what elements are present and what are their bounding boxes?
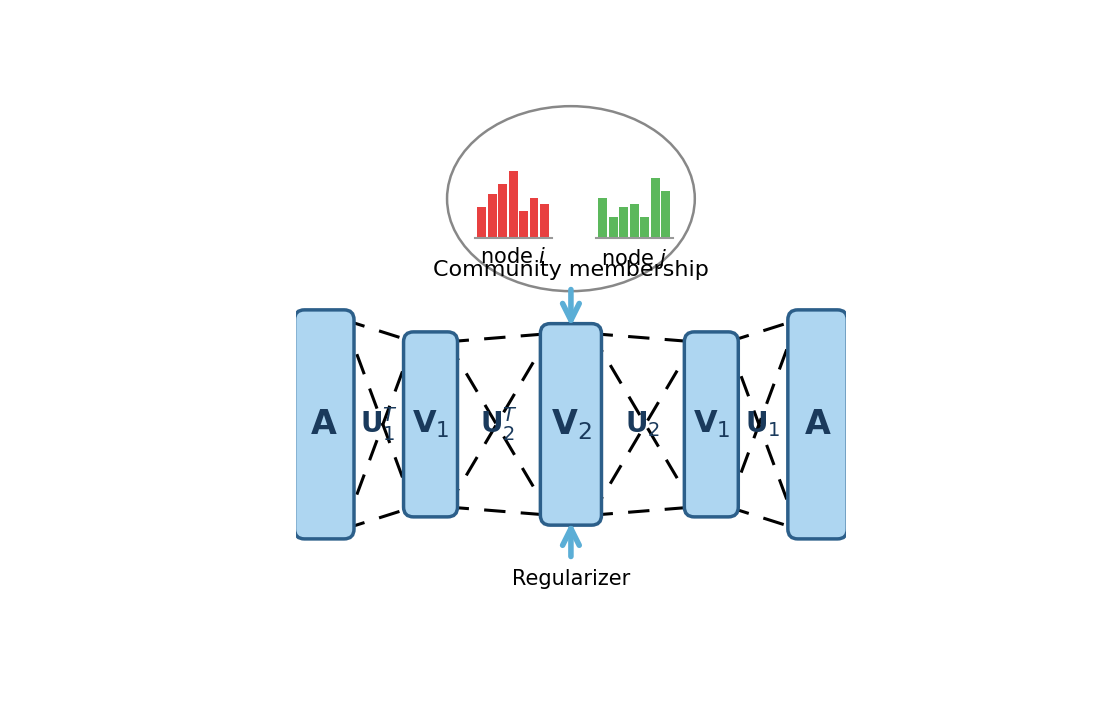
- Bar: [651, 178, 659, 237]
- Text: node $i$: node $i$: [480, 247, 546, 267]
- Bar: [662, 191, 670, 237]
- Text: node $j$: node $j$: [600, 247, 667, 271]
- Bar: [488, 194, 497, 237]
- Text: $\mathbf{V}_2$: $\mathbf{V}_2$: [550, 407, 592, 442]
- Text: Regularizer: Regularizer: [511, 569, 631, 589]
- Bar: [619, 207, 628, 237]
- Bar: [498, 184, 507, 237]
- FancyBboxPatch shape: [684, 332, 739, 517]
- Text: $\mathbf{V}_1$: $\mathbf{V}_1$: [412, 409, 449, 440]
- Text: $\mathbf{A}$: $\mathbf{A}$: [311, 408, 339, 441]
- FancyBboxPatch shape: [540, 324, 602, 525]
- Text: $\mathbf{V}_1$: $\mathbf{V}_1$: [693, 409, 730, 440]
- FancyBboxPatch shape: [403, 332, 458, 517]
- Bar: [519, 211, 528, 237]
- Bar: [509, 171, 518, 237]
- Text: $\mathbf{U}_1^T$: $\mathbf{U}_1^T$: [360, 405, 398, 443]
- FancyBboxPatch shape: [788, 310, 848, 539]
- Bar: [477, 207, 486, 237]
- Bar: [598, 197, 607, 237]
- Bar: [629, 204, 638, 237]
- Bar: [609, 217, 618, 237]
- Text: $\mathbf{U}_1$: $\mathbf{U}_1$: [745, 410, 781, 439]
- Text: $\mathbf{U}_2$: $\mathbf{U}_2$: [625, 410, 661, 439]
- Text: Community membership: Community membership: [433, 260, 709, 280]
- Text: $\mathbf{A}$: $\mathbf{A}$: [803, 408, 831, 441]
- Bar: [529, 197, 538, 237]
- Bar: [540, 204, 549, 237]
- FancyBboxPatch shape: [294, 310, 354, 539]
- Ellipse shape: [447, 106, 695, 291]
- Text: $\mathbf{U}_2^T$: $\mathbf{U}_2^T$: [480, 405, 518, 443]
- Bar: [641, 217, 649, 237]
